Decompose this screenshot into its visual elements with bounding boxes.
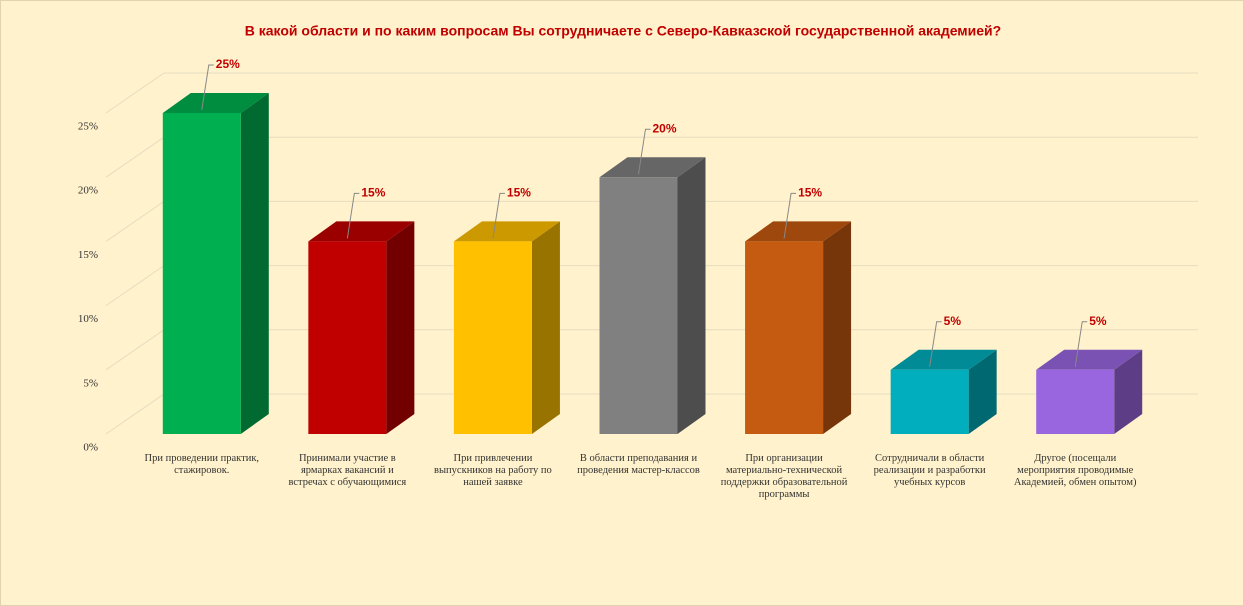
bar-side <box>240 93 269 434</box>
bar <box>1036 349 1143 434</box>
x-tick-label: При привлечении выпускников на работу по… <box>434 453 552 488</box>
bar-front <box>599 177 678 434</box>
value-label: 15% <box>798 186 822 200</box>
bar-front <box>162 113 241 434</box>
leader-line <box>929 321 942 367</box>
bar <box>890 349 997 434</box>
x-tick-label: В области преподавания и проведения маст… <box>577 453 700 476</box>
bar-side <box>823 221 852 434</box>
bar-side <box>1114 349 1143 434</box>
bar-top <box>1036 349 1143 370</box>
bar-front <box>745 241 824 434</box>
grid-line <box>105 200 165 242</box>
bar-top <box>308 221 415 242</box>
leader-line <box>201 64 214 111</box>
bar-front <box>453 241 532 434</box>
leader-line <box>1074 321 1088 367</box>
x-tick-label: Другое (посещали мероприятия проводимые … <box>1013 453 1137 488</box>
y-tick-label: 0% <box>83 442 98 454</box>
x-tick-label: Сотрудничали в области реализации и разр… <box>873 453 986 488</box>
bar <box>745 221 852 434</box>
leader-line <box>492 192 505 239</box>
leader-line <box>346 192 360 239</box>
leader-line <box>783 192 797 239</box>
y-tick-label: 25% <box>78 121 98 133</box>
bar-top <box>890 349 997 370</box>
bar-side <box>968 349 997 434</box>
grid-line <box>105 265 165 307</box>
bar-top <box>453 221 560 242</box>
grid-line <box>105 72 165 114</box>
y-tick-label: 5% <box>83 377 98 389</box>
leader-line <box>638 128 651 175</box>
bar-top <box>162 93 269 113</box>
value-label: 5% <box>944 314 962 328</box>
bar <box>162 93 269 434</box>
y-tick-label: 15% <box>78 249 98 261</box>
bar-side <box>386 221 415 434</box>
grid-line <box>105 329 165 371</box>
y-tick-label: 20% <box>78 185 98 197</box>
value-label: 5% <box>1089 314 1107 328</box>
x-tick-label: При проведении практик, стажировок. <box>144 453 260 476</box>
value-label: 20% <box>653 121 677 135</box>
chart-title: В какой области и по каким вопросам Вы с… <box>245 23 1001 39</box>
grid-line <box>105 393 165 435</box>
bar-top <box>745 221 852 242</box>
y-tick-label: 10% <box>78 313 98 325</box>
bar <box>453 221 560 434</box>
value-label: 25% <box>216 57 240 71</box>
value-label: 15% <box>361 186 385 200</box>
bar-top <box>599 157 706 178</box>
x-tick-label: Принимали участие в ярмарках вакансий и … <box>288 453 407 488</box>
bar-front <box>890 369 969 434</box>
bar-front <box>1036 369 1115 434</box>
bar-side <box>531 221 560 434</box>
bar-side <box>677 157 706 434</box>
bar <box>599 157 706 434</box>
value-label: 15% <box>507 186 531 200</box>
x-tick-label: При организации материально-технической … <box>720 453 848 500</box>
grid-line <box>105 136 165 178</box>
bar <box>308 221 415 434</box>
bar-front <box>308 241 387 434</box>
